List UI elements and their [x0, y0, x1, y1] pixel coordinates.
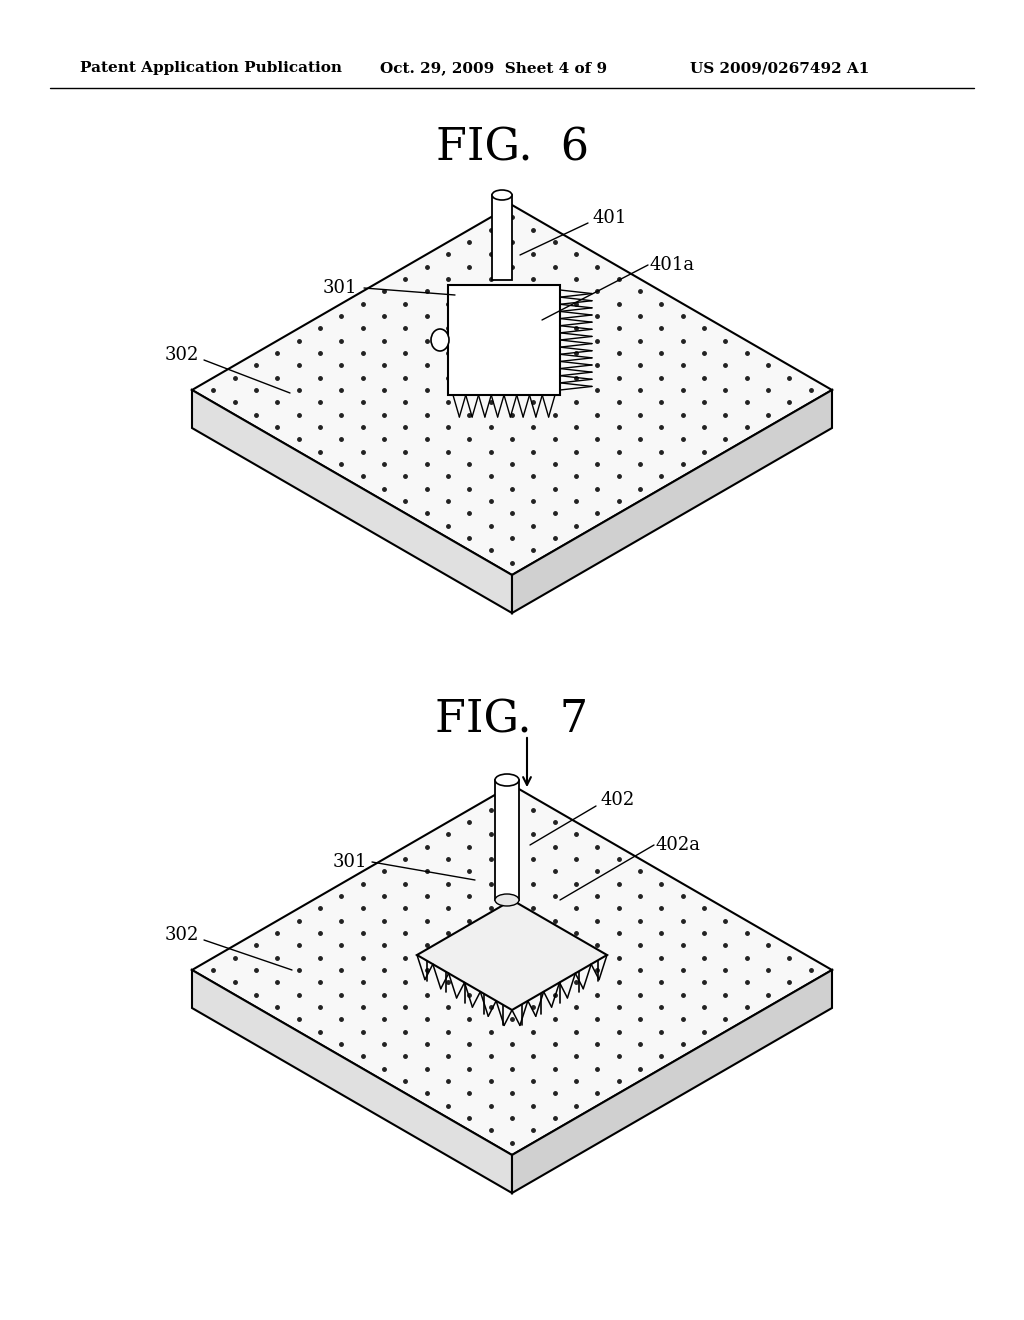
Polygon shape	[193, 389, 512, 612]
Ellipse shape	[495, 894, 519, 906]
Text: 302: 302	[165, 927, 200, 944]
Ellipse shape	[492, 190, 512, 201]
Polygon shape	[193, 785, 831, 1155]
Text: 402a: 402a	[656, 836, 701, 854]
Text: 401: 401	[593, 209, 627, 227]
Ellipse shape	[495, 774, 519, 785]
Text: Patent Application Publication: Patent Application Publication	[80, 61, 342, 75]
Polygon shape	[193, 205, 831, 576]
Text: 401a: 401a	[650, 256, 695, 275]
Text: 302: 302	[165, 346, 200, 364]
Polygon shape	[417, 900, 607, 1010]
Polygon shape	[512, 970, 831, 1193]
Bar	[492, 195, 512, 280]
Bar	[495, 780, 519, 900]
Polygon shape	[193, 970, 512, 1193]
Polygon shape	[449, 285, 560, 395]
Text: FIG.  6: FIG. 6	[435, 127, 589, 169]
Ellipse shape	[431, 329, 449, 351]
Text: FIG.  7: FIG. 7	[435, 698, 589, 742]
Text: US 2009/0267492 A1: US 2009/0267492 A1	[690, 61, 869, 75]
Text: Oct. 29, 2009  Sheet 4 of 9: Oct. 29, 2009 Sheet 4 of 9	[380, 61, 607, 75]
Text: 301: 301	[323, 279, 357, 297]
Text: 402: 402	[601, 791, 635, 809]
Text: 301: 301	[333, 853, 368, 871]
Polygon shape	[512, 389, 831, 612]
